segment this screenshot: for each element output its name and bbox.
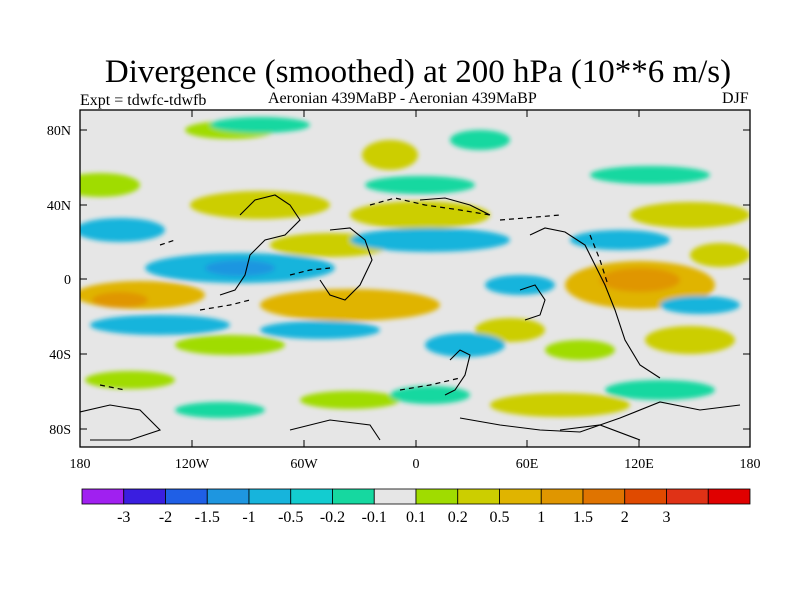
period-label: Aeronian 439MaBP - Aeronian 439MaBP <box>268 90 537 107</box>
chart-title: Divergence (smoothed) at 200 hPa (10**6 … <box>104 54 732 90</box>
colorbar-swatch <box>81 488 125 505</box>
latitude-labels: 80N 40N 0 40S 80S <box>47 124 71 438</box>
tick-marks <box>79 110 751 447</box>
longitude-tick-label: 0 <box>413 457 420 472</box>
colorbar-swatch <box>123 488 166 505</box>
colorbar-label: -0.2 <box>320 509 345 526</box>
colorbar-label: -3 <box>117 509 130 526</box>
colorbar-label: -2 <box>159 509 172 526</box>
latitude-tick-label: 0 <box>64 273 71 288</box>
colorbar-label: 1 <box>537 509 545 526</box>
latitude-tick-label: 40S <box>49 348 71 363</box>
colorbar-label: 0.2 <box>448 509 468 526</box>
longitude-tick-label: 120E <box>624 457 654 472</box>
colorbar-label: -0.5 <box>278 509 303 526</box>
colorbar-swatch <box>206 488 250 505</box>
longitude-tick-label: 180 <box>740 457 761 472</box>
colorbar-swatch <box>373 488 417 505</box>
colorbar-swatch <box>624 488 667 505</box>
colorbar-label: 3 <box>663 509 671 526</box>
colorbar-swatch <box>499 488 542 505</box>
colorbar-swatch <box>707 488 751 505</box>
colorbar-label: -1 <box>242 509 255 526</box>
latitude-tick-label: 80N <box>47 124 71 139</box>
divergence-field <box>80 117 750 441</box>
dashed-boundaries <box>99 197 609 391</box>
colorbar-swatch <box>290 488 333 505</box>
colorbar-swatch <box>582 488 626 505</box>
colorbar-label: 0.5 <box>490 509 510 526</box>
colorbar-labels: -3 -2 -1.5 -1 -0.5 -0.2 -0.1 0.1 0.2 0.5 1 1.5 2 3 <box>117 509 670 526</box>
coastlines <box>80 194 741 441</box>
colorbar-swatch <box>540 488 584 505</box>
colorbar-label: -1.5 <box>195 509 220 526</box>
colorbar-label: 0.1 <box>406 509 426 526</box>
colorbar-swatch <box>666 488 709 505</box>
longitude-tick-label: 180 <box>70 457 91 472</box>
longitude-tick-label: 60W <box>290 457 318 472</box>
colorbar-swatch <box>332 488 375 505</box>
longitude-tick-label: 120W <box>175 457 210 472</box>
colorbar <box>81 488 751 505</box>
latitude-tick-label: 40N <box>47 199 71 214</box>
colorbar-swatch <box>165 488 208 505</box>
colorbar-label: 1.5 <box>573 509 593 526</box>
colorbar-swatch <box>248 488 292 505</box>
colorbar-swatch <box>415 488 459 505</box>
colorbar-label: 2 <box>621 509 629 526</box>
longitude-labels: 180 120W 60W 0 60E 120E 180 <box>70 457 761 472</box>
experiment-label: Expt = tdwfc-tdwfb <box>80 92 207 109</box>
colorbar-label: -0.1 <box>362 509 387 526</box>
season-label: DJF <box>722 90 749 107</box>
latitude-tick-label: 80S <box>49 423 71 438</box>
longitude-tick-label: 60E <box>516 457 539 472</box>
colorbar-swatch <box>457 488 500 505</box>
